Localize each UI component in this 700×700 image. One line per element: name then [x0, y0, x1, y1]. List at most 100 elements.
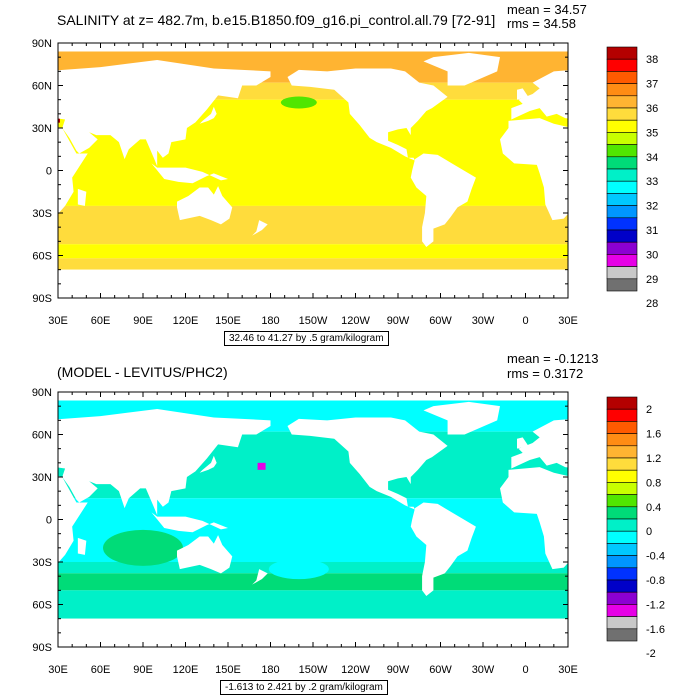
- lon-label: 60E: [91, 664, 111, 676]
- lon-label: 120E: [173, 315, 199, 327]
- colorbar-box: [606, 445, 638, 459]
- land-greenland: [423, 52, 500, 86]
- colorbar-box: [606, 156, 638, 170]
- colorbar-label: 1.6: [646, 429, 661, 441]
- colorbar-box: [606, 193, 638, 206]
- salinity-band: [58, 244, 568, 259]
- panel2-colorbar: 2 1.6 1.2 0.8 0.4 0 -0.4 -0.8 -1.2 -1.6 -2: [606, 396, 665, 660]
- colorbar-label: 30: [646, 249, 658, 261]
- panel2-field: [58, 392, 568, 647]
- lon-label: 150E: [215, 315, 241, 327]
- colorbar-label: 0.4: [646, 502, 661, 514]
- colorbar-box: [606, 457, 638, 471]
- colorbar-box: [606, 421, 638, 434]
- colorbar-box: [606, 107, 638, 121]
- panel2-contour-info: -1.613 to 2.421 by .2 gram/kilogram: [220, 680, 388, 695]
- colorbar-box: [606, 579, 638, 593]
- land-australia: [177, 186, 233, 225]
- panel2-mean: mean = -0.1213: [507, 351, 599, 366]
- lat-label: 90N: [32, 387, 52, 399]
- lon-label: 30W: [472, 664, 495, 676]
- panel2-rms: rms = 0.3172: [507, 366, 584, 381]
- colorbar-label: 33: [646, 176, 658, 188]
- colorbar-label: -2: [646, 648, 656, 660]
- lon-label: 180: [261, 664, 279, 676]
- salinity-band: [58, 258, 568, 270]
- colorbar-box: [606, 180, 638, 194]
- land-north-america: [287, 417, 448, 510]
- colorbar-box: [606, 604, 638, 617]
- land-africa-east: [58, 476, 88, 563]
- land-africa-west: [500, 467, 568, 570]
- lon-label: 150W: [299, 664, 328, 676]
- colorbar-box: [606, 278, 638, 292]
- colorbar-box: [606, 469, 638, 483]
- lon-label: 30E: [558, 664, 578, 676]
- land-australia: [177, 535, 233, 574]
- colorbar-box: [606, 205, 638, 219]
- colorbar-box: [606, 591, 638, 605]
- pacific-fresh-west: [280, 96, 317, 109]
- land-new-zealand: [252, 569, 268, 585]
- land-south-america: [410, 502, 476, 596]
- colorbar-box: [606, 530, 638, 544]
- lon-label: 120W: [341, 664, 370, 676]
- panel1-colorbar: 38 37 36 35 34 33 32 31 30 29 28: [606, 46, 658, 310]
- land-uk: [517, 437, 529, 449]
- lon-label: 60W: [429, 664, 452, 676]
- lon-label: 90W: [387, 315, 410, 327]
- lon-label: 150W: [299, 315, 328, 327]
- colorbar-box: [606, 95, 638, 109]
- colorbar-box: [606, 494, 638, 508]
- colorbar-box: [606, 241, 638, 255]
- lon-label: 60E: [91, 315, 111, 327]
- colorbar-box: [606, 616, 638, 630]
- lon-label: 120E: [173, 664, 199, 676]
- colorbar-label: 32: [646, 201, 658, 213]
- colorbar-label: -0.8: [646, 575, 665, 587]
- land-madagascar: [77, 188, 87, 206]
- anomaly-band: [58, 573, 568, 591]
- colorbar-box: [606, 132, 638, 145]
- land-japan: [199, 106, 217, 124]
- colorbar-box: [606, 254, 638, 267]
- colorbar-box: [606, 555, 638, 569]
- land-eurasia-east: [58, 60, 271, 167]
- med-west-edge: [58, 116, 60, 123]
- lat-label: 60N: [32, 81, 52, 93]
- land-uk: [517, 88, 529, 100]
- colorbar-label: 31: [646, 225, 658, 237]
- land-new-zealand: [252, 220, 268, 236]
- lon-label: 0: [522, 315, 528, 327]
- salinity-band: [58, 205, 568, 245]
- lon-label: 150E: [215, 664, 241, 676]
- lat-label: 90S: [32, 642, 52, 654]
- land-greenland: [423, 401, 500, 435]
- panel1-field: [0, 43, 568, 298]
- land-eurasia-west: [511, 419, 568, 469]
- colorbar-box: [606, 482, 638, 495]
- panel1-rms: rms = 34.58: [507, 16, 577, 31]
- colorbar-box: [606, 46, 638, 60]
- panel2-map: 90N 60N 30N 0 30S 60S 90S 30E 60E 90E 120E 150E 180 1…: [32, 387, 578, 676]
- lat-label: 30N: [32, 123, 52, 135]
- colorbar-box: [606, 628, 638, 642]
- land-north-america: [287, 68, 448, 161]
- colorbar-box: [606, 408, 638, 422]
- lon-label: 0: [522, 664, 528, 676]
- colorbar-label: -0.4: [646, 551, 665, 563]
- lat-label: 0: [46, 515, 52, 527]
- land-japan: [199, 455, 217, 473]
- lon-label: 30W: [472, 315, 495, 327]
- land-africa-east: [58, 127, 88, 214]
- lon-label: 90E: [133, 315, 153, 327]
- panel1-map: 90N 60N 30N 0 30S 60S 90S 30E 60E 90E 120E 150E 180 1…: [0, 38, 578, 327]
- colorbar-label: -1.6: [646, 624, 665, 636]
- colorbar-box: [606, 119, 638, 133]
- colorbar-label: 35: [646, 127, 658, 139]
- tasman-anomaly: [268, 559, 329, 580]
- colorbar-box: [606, 71, 638, 84]
- atlantic-band: [0, 153, 27, 173]
- colorbar-label: -1.2: [646, 599, 665, 611]
